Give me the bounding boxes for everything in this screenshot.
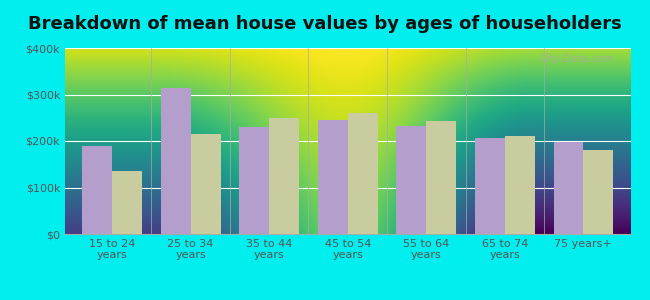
Bar: [475, 138, 505, 234]
Text: City-Data.com: City-Data.com: [540, 54, 614, 64]
Bar: [505, 136, 535, 234]
Bar: [112, 171, 142, 234]
Bar: [161, 88, 190, 234]
Bar: [396, 126, 426, 234]
Bar: [190, 134, 220, 234]
Bar: [318, 120, 348, 234]
Bar: [584, 150, 613, 234]
Bar: [554, 142, 584, 234]
Bar: [269, 118, 299, 234]
Text: Breakdown of mean house values by ages of householders: Breakdown of mean house values by ages o…: [28, 15, 622, 33]
Bar: [348, 113, 378, 234]
Bar: [83, 146, 112, 234]
Bar: [426, 121, 456, 234]
Bar: [239, 127, 269, 234]
